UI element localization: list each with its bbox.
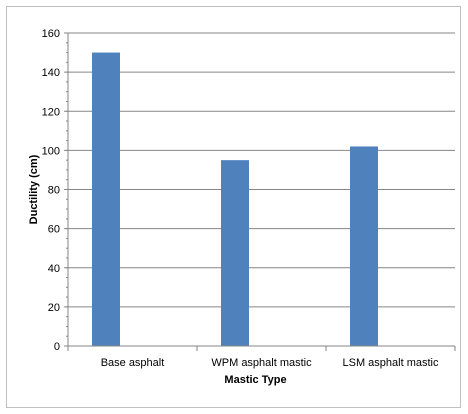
x-tick-labels: Base asphalt WPM asphalt mastic LSM asphal… — [67, 346, 456, 369]
y-tick-label: 0 — [54, 341, 60, 353]
y-tick-label: 140 — [42, 67, 60, 79]
y-tick-label: 160 — [42, 28, 60, 40]
y-tick-label: 40 — [48, 263, 60, 275]
bar-wpm-asphalt-mastic — [221, 160, 249, 346]
x-axis-title: Mastic Type — [224, 374, 286, 386]
x-tick-label: Base asphalt — [101, 357, 165, 369]
x-tick-label: LSM asphalt mastic — [343, 357, 439, 369]
y-axis-title: Ductility (cm) — [28, 154, 40, 224]
axes — [67, 33, 455, 347]
y-tick-labels: 0 20 40 60 80 100 120 140 160 — [42, 28, 60, 353]
y-tick-label: 120 — [42, 106, 60, 118]
y-tick-label: 80 — [48, 185, 60, 197]
bars — [92, 52, 378, 346]
y-tick-label: 20 — [48, 302, 60, 314]
bar-lsm-asphalt-mastic — [350, 146, 378, 346]
gridlines — [64, 32, 455, 347]
y-tick-label: 100 — [42, 145, 60, 157]
bar-base-asphalt — [92, 52, 120, 346]
y-tick-label: 60 — [48, 224, 60, 236]
x-tick-label: WPM asphalt mastic — [211, 357, 312, 369]
